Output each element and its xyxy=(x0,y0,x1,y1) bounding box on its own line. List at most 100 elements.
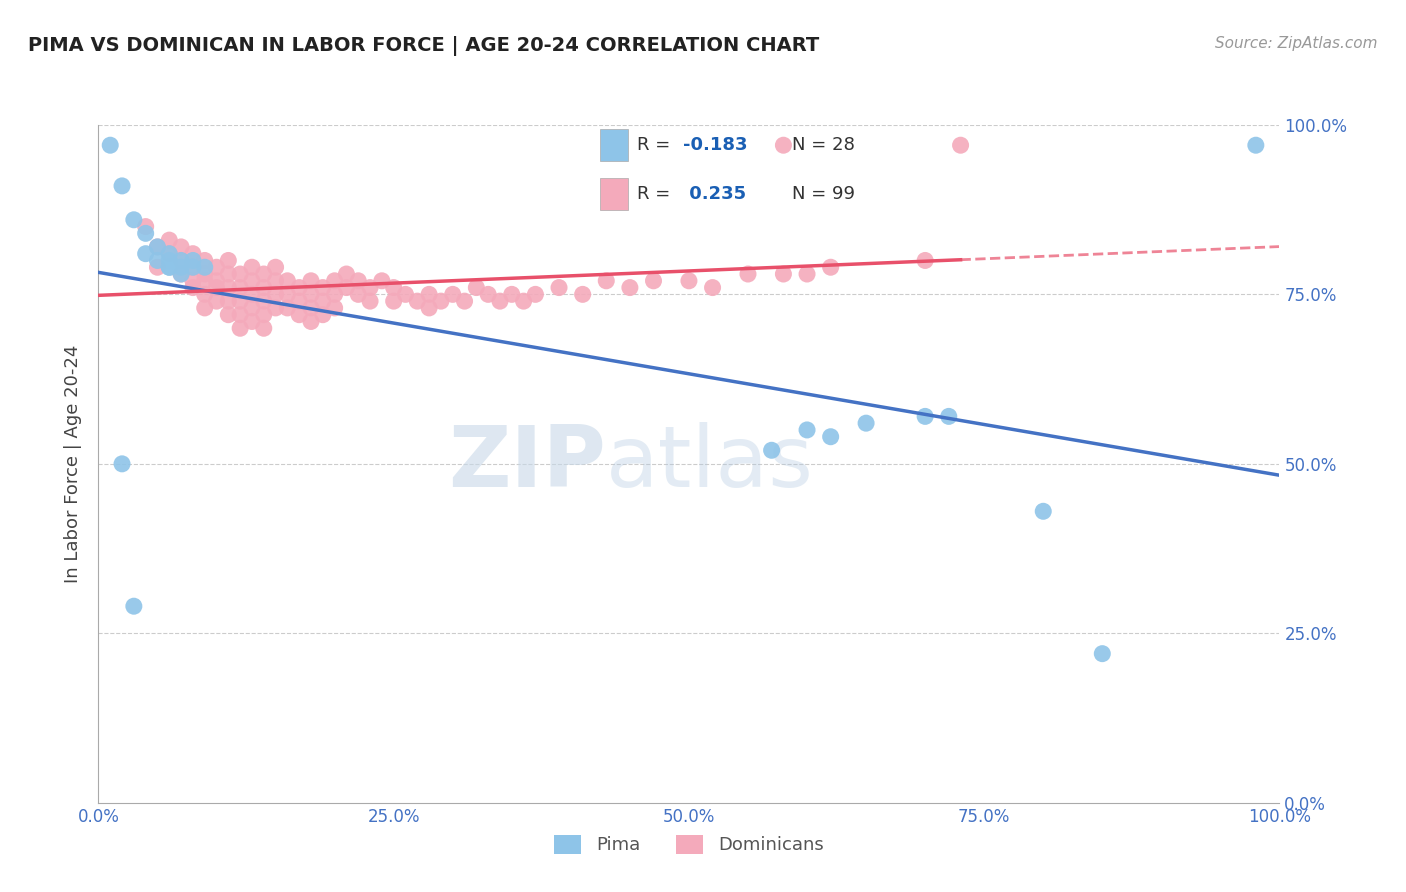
Point xyxy=(382,280,405,294)
Point xyxy=(122,599,145,614)
Point xyxy=(855,416,877,430)
Point xyxy=(205,280,228,294)
Point xyxy=(181,274,204,288)
Point xyxy=(772,267,794,281)
Point xyxy=(253,267,276,281)
Point xyxy=(501,287,523,301)
Point xyxy=(181,280,204,294)
Point xyxy=(157,253,180,268)
Point xyxy=(240,260,263,275)
Point xyxy=(181,260,204,275)
FancyBboxPatch shape xyxy=(600,128,627,161)
Point xyxy=(394,287,416,301)
Point xyxy=(453,294,475,309)
Point xyxy=(1032,504,1054,518)
Point xyxy=(240,301,263,315)
Point xyxy=(359,294,381,309)
Point xyxy=(288,308,311,322)
Point xyxy=(678,274,700,288)
Point xyxy=(157,260,180,275)
Point xyxy=(264,274,287,288)
Point xyxy=(240,274,263,288)
Point xyxy=(194,260,217,275)
Point xyxy=(595,274,617,288)
Point xyxy=(702,280,724,294)
Point xyxy=(181,246,204,260)
FancyBboxPatch shape xyxy=(600,178,627,211)
Point xyxy=(323,274,346,288)
Point xyxy=(276,301,298,315)
Point xyxy=(194,301,217,315)
Text: 0.235: 0.235 xyxy=(683,186,747,203)
Point xyxy=(796,267,818,281)
Point xyxy=(359,280,381,294)
Point xyxy=(229,280,252,294)
Point xyxy=(276,287,298,301)
Point xyxy=(229,308,252,322)
Point xyxy=(312,308,335,322)
Point xyxy=(288,294,311,309)
Point xyxy=(264,301,287,315)
Point xyxy=(240,287,263,301)
Point xyxy=(299,314,322,328)
Point xyxy=(217,294,239,309)
Point xyxy=(194,267,217,281)
Point xyxy=(217,253,239,268)
Point xyxy=(135,219,157,234)
Point xyxy=(253,321,276,335)
Point xyxy=(229,294,252,309)
Point xyxy=(288,280,311,294)
Point xyxy=(737,267,759,281)
Point xyxy=(170,267,193,281)
Point xyxy=(217,308,239,322)
Point xyxy=(229,321,252,335)
Point xyxy=(1244,138,1267,153)
Point xyxy=(772,138,794,153)
Point xyxy=(619,280,641,294)
Point xyxy=(465,280,488,294)
Point xyxy=(820,260,842,275)
Point xyxy=(761,443,783,458)
Point xyxy=(253,294,276,309)
Point xyxy=(796,423,818,437)
Point xyxy=(194,253,217,268)
Point xyxy=(194,287,217,301)
Point xyxy=(914,409,936,424)
Point xyxy=(371,274,394,288)
Point xyxy=(264,260,287,275)
Legend: Pima, Dominicans: Pima, Dominicans xyxy=(547,828,831,862)
Point xyxy=(253,280,276,294)
Text: atlas: atlas xyxy=(606,422,814,506)
Point xyxy=(253,308,276,322)
Point xyxy=(418,301,440,315)
Point xyxy=(170,253,193,268)
Point xyxy=(335,267,357,281)
Point xyxy=(157,233,180,247)
Point xyxy=(146,240,169,254)
Point xyxy=(229,267,252,281)
Point xyxy=(441,287,464,301)
Text: R =: R = xyxy=(637,136,676,153)
Text: Source: ZipAtlas.com: Source: ZipAtlas.com xyxy=(1215,36,1378,51)
Point xyxy=(820,430,842,444)
Point xyxy=(312,294,335,309)
Point xyxy=(299,301,322,315)
Point xyxy=(98,138,121,153)
Point xyxy=(524,287,547,301)
Point xyxy=(157,246,180,260)
Point xyxy=(217,280,239,294)
Point xyxy=(194,274,217,288)
Point xyxy=(205,260,228,275)
Point xyxy=(347,287,370,301)
Point xyxy=(299,274,322,288)
Text: -0.183: -0.183 xyxy=(683,136,748,153)
Point xyxy=(146,240,169,254)
Point xyxy=(347,274,370,288)
Point xyxy=(512,294,534,309)
Point xyxy=(949,138,972,153)
Point xyxy=(323,287,346,301)
Point xyxy=(170,253,193,268)
Point xyxy=(643,274,665,288)
Point xyxy=(477,287,499,301)
Point xyxy=(323,301,346,315)
